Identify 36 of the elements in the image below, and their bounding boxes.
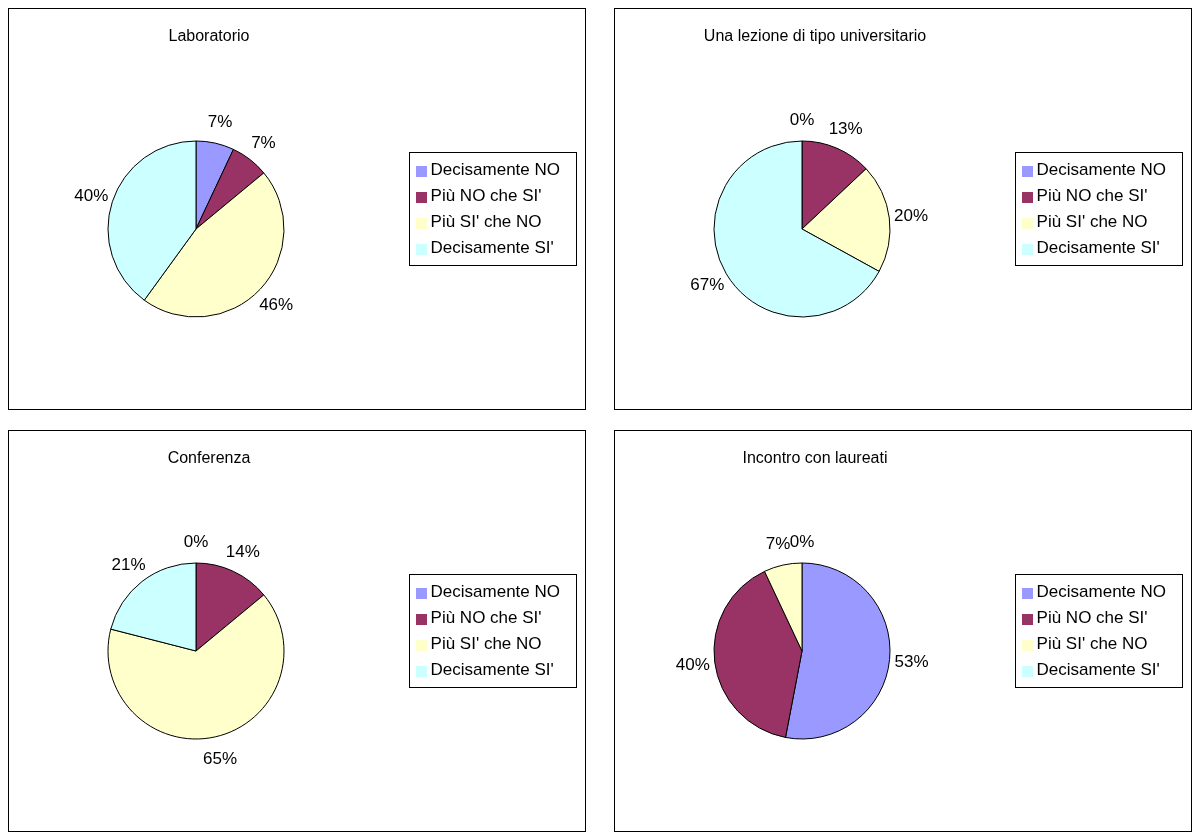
legend-label: Decisamente NO [1036, 160, 1166, 179]
text: 0% [789, 109, 815, 129]
legend-label: Decisamente SI' [1036, 238, 1160, 257]
data-label: 14% [225, 541, 260, 561]
legend-label: Decisamente SI' [1036, 660, 1160, 679]
data-label: 46% [259, 294, 294, 314]
legend-label: Più SI' che NO [1036, 634, 1148, 653]
data-label: 20% [894, 205, 929, 225]
legend-label: Più SI' che NO [430, 634, 542, 653]
legend-label: Decisamente SI' [430, 238, 554, 257]
legend-label: Decisamente NO [430, 582, 560, 601]
chart-title: Laboratorio [167, 27, 251, 45]
legend-label: Decisamente NO [430, 160, 560, 179]
legend-label: Più NO che SI' [1036, 186, 1148, 205]
legend-label: Più NO che SI' [430, 186, 542, 205]
data-label: 7% [765, 534, 791, 554]
chart-title: Una lezione di tipo universitario [702, 27, 928, 45]
text: 0% [789, 531, 815, 551]
legend-label: Più SI' che NO [430, 212, 542, 231]
data-label: 40% [675, 655, 710, 675]
data-label: 40% [74, 185, 109, 205]
data-label: 65% [202, 748, 238, 768]
legend-label: Più NO che SI' [430, 608, 542, 627]
data-label: 7% [251, 132, 276, 152]
legend-label: Decisamente SI' [430, 660, 554, 679]
data-label: 67% [690, 275, 725, 295]
data-label: 7% [207, 112, 233, 132]
legend-label: Decisamente NO [1036, 582, 1166, 601]
data-label: 21% [111, 554, 146, 574]
data-label: 53% [894, 651, 929, 671]
legend-label: Più SI' che NO [1036, 212, 1148, 231]
chart-title: Conferenza [166, 449, 252, 467]
data-label: 13% [828, 118, 863, 138]
chart-title: Incontro con laureati [741, 449, 889, 467]
legend-label: Più NO che SI' [1036, 608, 1148, 627]
text: 0% [183, 531, 209, 551]
